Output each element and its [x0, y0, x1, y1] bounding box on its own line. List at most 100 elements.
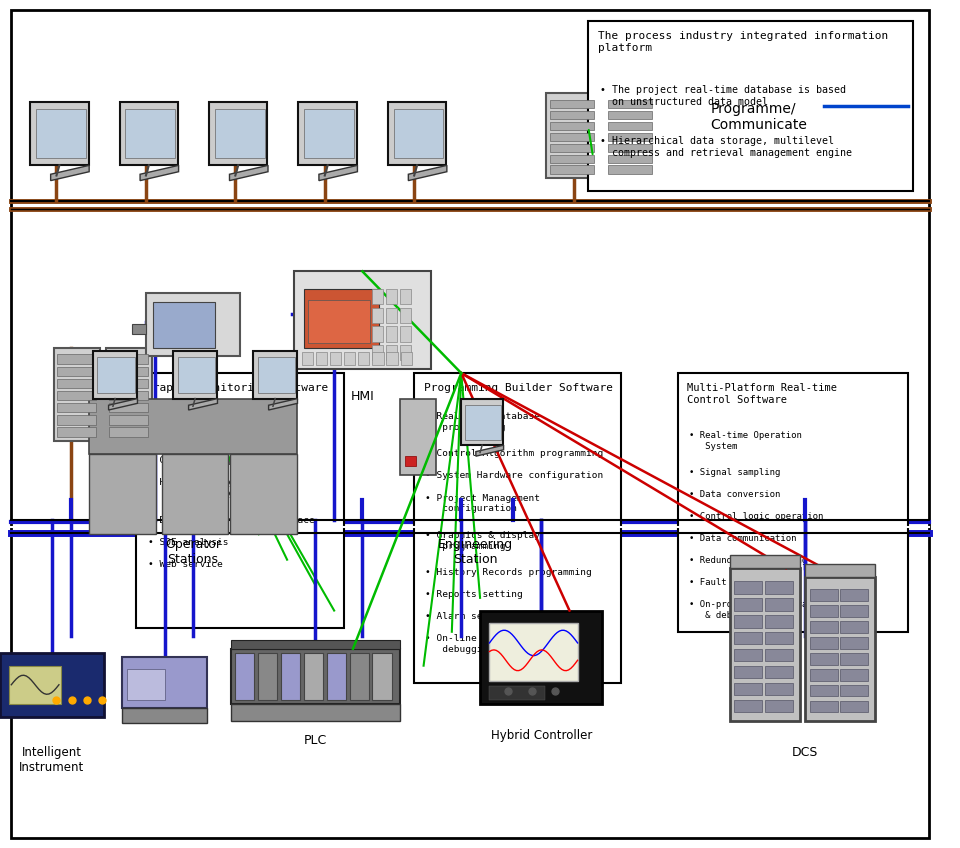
FancyBboxPatch shape	[804, 564, 876, 577]
FancyBboxPatch shape	[58, 366, 96, 377]
Text: • Graphics & display
   programming: • Graphics & display programming	[425, 531, 540, 550]
FancyBboxPatch shape	[386, 326, 397, 342]
FancyBboxPatch shape	[58, 391, 96, 400]
Text: Intelligent
Instrument: Intelligent Instrument	[19, 746, 84, 774]
FancyBboxPatch shape	[106, 348, 152, 441]
FancyBboxPatch shape	[734, 632, 762, 644]
Text: Programme/
Communicate: Programme/ Communicate	[710, 102, 807, 132]
FancyBboxPatch shape	[400, 352, 412, 365]
FancyBboxPatch shape	[109, 379, 148, 388]
FancyBboxPatch shape	[809, 589, 838, 601]
FancyBboxPatch shape	[400, 326, 411, 342]
FancyBboxPatch shape	[304, 653, 323, 700]
FancyBboxPatch shape	[36, 109, 85, 158]
Polygon shape	[140, 165, 179, 181]
FancyBboxPatch shape	[734, 649, 762, 661]
Polygon shape	[299, 102, 357, 165]
FancyBboxPatch shape	[58, 403, 96, 412]
FancyBboxPatch shape	[58, 354, 96, 364]
FancyBboxPatch shape	[546, 93, 598, 178]
FancyBboxPatch shape	[89, 399, 297, 454]
FancyBboxPatch shape	[330, 352, 341, 365]
FancyBboxPatch shape	[608, 100, 653, 109]
Polygon shape	[229, 165, 268, 181]
Text: • The project real-time database is based
  on unstructured data model: • The project real-time database is base…	[600, 85, 846, 107]
FancyBboxPatch shape	[154, 302, 215, 348]
Text: • History Database: • History Database	[148, 434, 252, 444]
FancyBboxPatch shape	[608, 133, 653, 141]
Text: • History Records programming: • History Records programming	[425, 568, 592, 577]
FancyBboxPatch shape	[122, 657, 207, 708]
FancyBboxPatch shape	[400, 345, 411, 360]
FancyBboxPatch shape	[840, 669, 869, 680]
FancyBboxPatch shape	[809, 605, 838, 617]
FancyBboxPatch shape	[136, 373, 344, 628]
Text: Multi-Platform Real-time
Control Software: Multi-Platform Real-time Control Softwar…	[687, 383, 837, 404]
Text: • On-line programming &
   debugging: • On-line programming & debugging	[425, 634, 558, 654]
FancyBboxPatch shape	[608, 143, 653, 152]
FancyBboxPatch shape	[281, 653, 300, 700]
FancyBboxPatch shape	[109, 391, 148, 400]
FancyBboxPatch shape	[372, 345, 383, 360]
Text: • Project Management
   configuration: • Project Management configuration	[425, 494, 540, 513]
FancyBboxPatch shape	[765, 615, 793, 628]
Polygon shape	[476, 445, 504, 456]
FancyBboxPatch shape	[132, 325, 146, 334]
FancyBboxPatch shape	[400, 308, 411, 323]
FancyBboxPatch shape	[608, 154, 653, 163]
FancyBboxPatch shape	[10, 666, 61, 704]
FancyBboxPatch shape	[89, 454, 156, 534]
FancyBboxPatch shape	[678, 373, 908, 632]
FancyBboxPatch shape	[304, 109, 354, 158]
Text: • SOE analysis: • SOE analysis	[148, 538, 228, 547]
FancyBboxPatch shape	[734, 666, 762, 678]
FancyBboxPatch shape	[550, 133, 594, 141]
FancyBboxPatch shape	[734, 683, 762, 695]
FancyBboxPatch shape	[146, 293, 240, 356]
FancyBboxPatch shape	[734, 581, 762, 594]
FancyBboxPatch shape	[809, 700, 838, 712]
FancyBboxPatch shape	[316, 352, 327, 365]
FancyBboxPatch shape	[344, 352, 355, 365]
Text: • Fault diagnosis: • Fault diagnosis	[689, 578, 780, 588]
FancyBboxPatch shape	[109, 427, 148, 437]
FancyBboxPatch shape	[372, 308, 383, 323]
FancyBboxPatch shape	[604, 93, 656, 178]
FancyBboxPatch shape	[765, 683, 793, 695]
FancyBboxPatch shape	[765, 649, 793, 661]
FancyBboxPatch shape	[58, 379, 96, 388]
Text: Graphic monitoring software: Graphic monitoring software	[146, 383, 328, 393]
FancyBboxPatch shape	[58, 415, 96, 425]
Text: • System Hardware configuration: • System Hardware configuration	[425, 471, 604, 481]
FancyBboxPatch shape	[550, 154, 594, 163]
FancyBboxPatch shape	[765, 700, 793, 712]
FancyBboxPatch shape	[765, 581, 793, 594]
FancyBboxPatch shape	[372, 352, 384, 365]
FancyBboxPatch shape	[405, 456, 416, 466]
Polygon shape	[209, 102, 268, 165]
FancyBboxPatch shape	[730, 555, 800, 568]
FancyBboxPatch shape	[414, 373, 621, 683]
FancyBboxPatch shape	[840, 589, 869, 601]
Text: • Data conversion: • Data conversion	[689, 490, 780, 499]
FancyBboxPatch shape	[258, 653, 277, 700]
FancyBboxPatch shape	[294, 271, 431, 369]
FancyBboxPatch shape	[809, 621, 838, 633]
FancyBboxPatch shape	[490, 622, 578, 680]
FancyBboxPatch shape	[550, 100, 594, 109]
Text: Hybrid Controller: Hybrid Controller	[491, 729, 592, 742]
FancyBboxPatch shape	[400, 289, 411, 304]
FancyBboxPatch shape	[809, 669, 838, 680]
Polygon shape	[269, 399, 298, 410]
Polygon shape	[188, 399, 218, 410]
FancyBboxPatch shape	[809, 685, 838, 696]
Text: PLC: PLC	[303, 734, 327, 746]
Text: • Real-time Database
   programming: • Real-time Database programming	[425, 412, 540, 432]
FancyBboxPatch shape	[608, 165, 653, 174]
FancyBboxPatch shape	[308, 299, 370, 343]
FancyBboxPatch shape	[550, 122, 594, 131]
FancyBboxPatch shape	[765, 666, 793, 678]
FancyBboxPatch shape	[230, 640, 400, 649]
FancyBboxPatch shape	[178, 356, 215, 393]
FancyBboxPatch shape	[303, 289, 378, 348]
